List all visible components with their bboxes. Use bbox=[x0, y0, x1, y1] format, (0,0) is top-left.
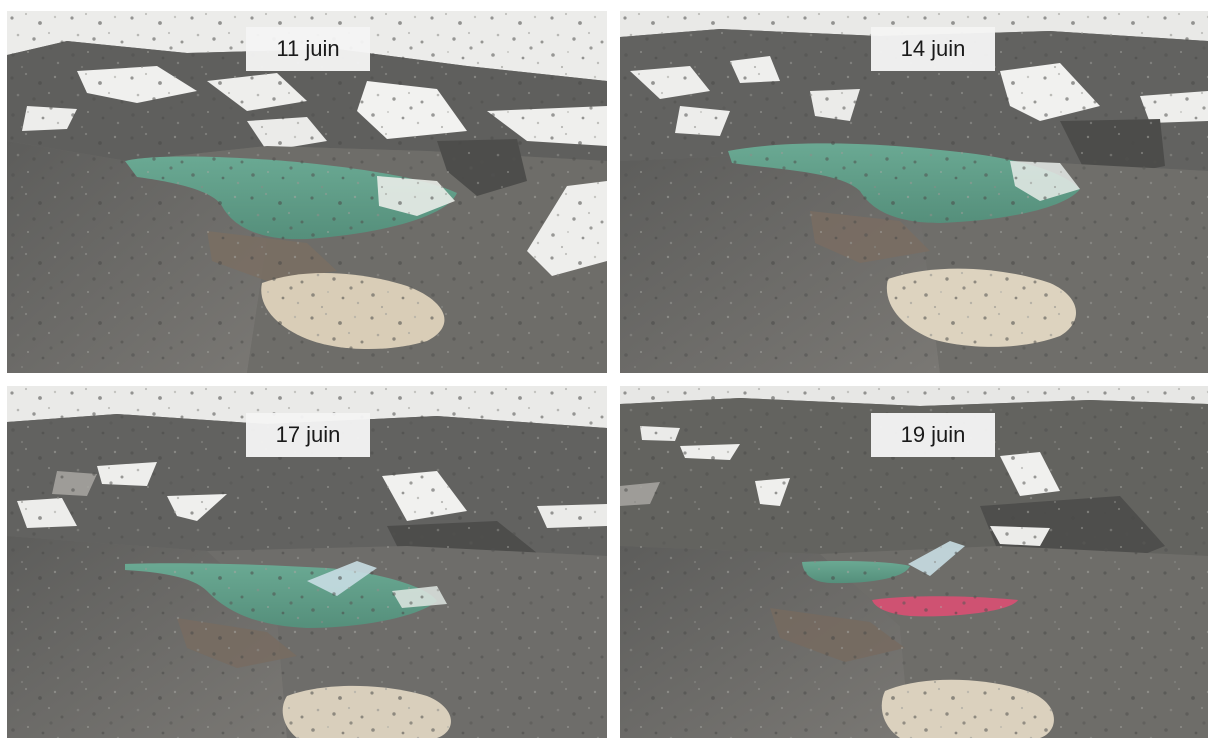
date-label: 19 juin bbox=[871, 413, 995, 457]
date-label: 17 juin bbox=[246, 413, 370, 457]
glacier-photo-4 bbox=[620, 386, 1208, 738]
photo-panel-2: 14 juin bbox=[620, 11, 1208, 373]
photo-panel-1: 11 juin bbox=[7, 11, 607, 373]
photo-panel-4: 19 juin bbox=[620, 386, 1208, 738]
date-label: 11 juin bbox=[246, 27, 370, 71]
photo-panel-3: 17 juin bbox=[7, 386, 607, 738]
glacier-photo-2 bbox=[620, 11, 1208, 373]
date-label: 14 juin bbox=[871, 27, 995, 71]
glacier-photo-1 bbox=[7, 11, 607, 373]
